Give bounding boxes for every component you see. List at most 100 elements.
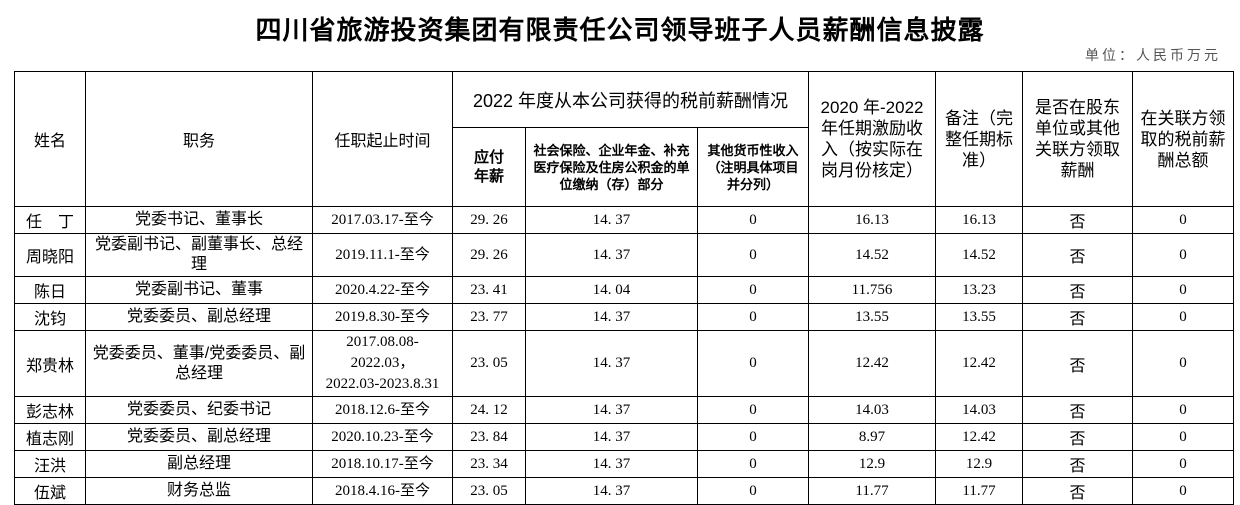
- cell-insurance: 14. 37: [525, 233, 698, 277]
- cell-related-party-paid: 否: [1022, 450, 1133, 478]
- cell-insurance: 14. 37: [525, 303, 698, 331]
- table-row: 彭志林 党委委员、纪委书记 2018.12.6-至今 24. 12 14. 37…: [14, 396, 1234, 424]
- cell-term: 2018.12.6-至今: [312, 396, 453, 424]
- page-title: 四川省旅游投资集团有限责任公司领导班子人员薪酬信息披露: [255, 15, 985, 45]
- cell-remark: 16.13: [935, 206, 1023, 234]
- cell-payable-salary: 23. 05: [452, 477, 526, 505]
- cell-term: 2018.4.16-至今: [312, 477, 453, 505]
- cell-incentive: 13.55: [808, 303, 936, 331]
- cell-related-party-total: 0: [1132, 276, 1234, 304]
- cell-remark: 13.23: [935, 276, 1023, 304]
- cell-term: 2019.11.1-至今: [312, 233, 453, 277]
- cell-term: 2017.08.08-2022.03， 2022.03-2023.8.31: [312, 330, 453, 397]
- cell-other-income: 0: [697, 276, 809, 304]
- cell-name: 伍斌: [14, 477, 86, 505]
- cell-payable-salary: 24. 12: [452, 396, 526, 424]
- cell-remark: 14.52: [935, 233, 1023, 277]
- cell-position: 党委副书记、董事: [85, 276, 313, 304]
- table-row: 植志刚 党委委员、副总经理 2020.10.23-至今 23. 84 14. 3…: [14, 423, 1234, 451]
- cell-related-party-total: 0: [1132, 477, 1234, 505]
- cell-payable-salary: 29. 26: [452, 233, 526, 277]
- cell-remark: 14.03: [935, 396, 1023, 424]
- cell-incentive: 16.13: [808, 206, 936, 234]
- cell-name: 任 丁: [14, 206, 86, 234]
- cell-name: 郑贵林: [14, 330, 86, 397]
- cell-incentive: 14.03: [808, 396, 936, 424]
- table-row: 伍斌 财务总监 2018.4.16-至今 23. 05 14. 37 0 11.…: [14, 477, 1234, 505]
- cell-other-income: 0: [697, 206, 809, 234]
- table-row: 周晓阳 党委副书记、副董事长、总经理 2019.11.1-至今 29. 26 1…: [14, 233, 1234, 277]
- cell-related-party-total: 0: [1132, 396, 1234, 424]
- cell-other-income: 0: [697, 477, 809, 505]
- cell-incentive: 11.77: [808, 477, 936, 505]
- unit-note: 单位：人民币万元: [1085, 49, 1221, 64]
- header-incentive-2020-2022: 2020 年-2022 年任期激励收入（按实际在岗月份核定）: [808, 71, 936, 207]
- cell-position: 党委副书记、副董事长、总经理: [85, 233, 313, 277]
- header-name: 姓名: [14, 71, 86, 207]
- cell-name: 陈日: [14, 276, 86, 304]
- cell-related-party-paid: 否: [1022, 206, 1133, 234]
- cell-term: 2017.03.17-至今: [312, 206, 453, 234]
- cell-related-party-total: 0: [1132, 330, 1234, 397]
- cell-remark: 12.42: [935, 330, 1023, 397]
- cell-remark: 13.55: [935, 303, 1023, 331]
- cell-name: 周晓阳: [14, 233, 86, 277]
- cell-remark: 12.9: [935, 450, 1023, 478]
- cell-name: 彭志林: [14, 396, 86, 424]
- cell-related-party-paid: 否: [1022, 276, 1133, 304]
- cell-related-party-total: 0: [1132, 303, 1234, 331]
- cell-term: 2020.10.23-至今: [312, 423, 453, 451]
- cell-insurance: 14. 37: [525, 423, 698, 451]
- table-row: 任 丁 党委书记、董事长 2017.03.17-至今 29. 26 14. 37…: [14, 206, 1234, 234]
- cell-payable-salary: 23. 05: [452, 330, 526, 397]
- cell-term: 2020.4.22-至今: [312, 276, 453, 304]
- cell-name: 植志刚: [14, 423, 86, 451]
- cell-insurance: 14. 37: [525, 206, 698, 234]
- cell-position: 党委委员、副总经理: [85, 423, 313, 451]
- table-body: 任 丁 党委书记、董事长 2017.03.17-至今 29. 26 14. 37…: [14, 206, 1234, 505]
- cell-payable-salary: 23. 84: [452, 423, 526, 451]
- table-row: 郑贵林 党委委员、董事/党委委员、副总经理 2017.08.08-2022.03…: [14, 330, 1234, 397]
- cell-related-party-paid: 否: [1022, 303, 1133, 331]
- cell-remark: 11.77: [935, 477, 1023, 505]
- cell-position: 党委委员、纪委书记: [85, 396, 313, 424]
- cell-term: 2019.8.30-至今: [312, 303, 453, 331]
- header-payable-salary: 应付 年薪: [452, 127, 526, 207]
- cell-insurance: 14. 37: [525, 396, 698, 424]
- header-insurance: 社会保险、企业年金、补充医疗保险及住房公积金的单位缴纳（存）部分: [525, 127, 698, 207]
- cell-other-income: 0: [697, 450, 809, 478]
- cell-position: 财务总监: [85, 477, 313, 505]
- table-row: 沈钧 党委委员、副总经理 2019.8.30-至今 23. 77 14. 37 …: [14, 303, 1234, 331]
- cell-related-party-paid: 否: [1022, 330, 1133, 397]
- cell-insurance: 14. 37: [525, 450, 698, 478]
- header-other-income: 其他货币性收入（注明具体项目并分列）: [697, 127, 809, 207]
- cell-position: 党委书记、董事长: [85, 206, 313, 234]
- cell-position: 副总经理: [85, 450, 313, 478]
- header-term: 任职起止时间: [312, 71, 453, 207]
- cell-insurance: 14. 37: [525, 330, 698, 397]
- cell-related-party-paid: 否: [1022, 423, 1133, 451]
- cell-other-income: 0: [697, 396, 809, 424]
- cell-incentive: 12.9: [808, 450, 936, 478]
- cell-related-party-total: 0: [1132, 450, 1234, 478]
- cell-other-income: 0: [697, 233, 809, 277]
- cell-insurance: 14. 37: [525, 477, 698, 505]
- cell-payable-salary: 23. 41: [452, 276, 526, 304]
- table-header: 姓名 职务 任职起止时间 2022 年度从本公司获得的税前薪酬情况 2020 年…: [14, 71, 1234, 207]
- header-position: 职务: [85, 71, 313, 207]
- cell-other-income: 0: [697, 303, 809, 331]
- cell-incentive: 12.42: [808, 330, 936, 397]
- cell-incentive: 14.52: [808, 233, 936, 277]
- cell-name: 沈钧: [14, 303, 86, 331]
- cell-incentive: 11.756: [808, 276, 936, 304]
- cell-payable-salary: 23. 34: [452, 450, 526, 478]
- table-row: 汪洪 副总经理 2018.10.17-至今 23. 34 14. 37 0 12…: [14, 450, 1234, 478]
- cell-related-party-paid: 否: [1022, 396, 1133, 424]
- cell-related-party-paid: 否: [1022, 233, 1133, 277]
- salary-table: 姓名 职务 任职起止时间 2022 年度从本公司获得的税前薪酬情况 2020 年…: [14, 71, 1234, 505]
- cell-related-party-paid: 否: [1022, 477, 1133, 505]
- cell-name: 汪洪: [14, 450, 86, 478]
- header-remark: 备注（完整任期标准）: [935, 71, 1023, 207]
- cell-related-party-total: 0: [1132, 233, 1234, 277]
- header-related-party-total: 在关联方领取的税前薪酬总额: [1132, 71, 1234, 207]
